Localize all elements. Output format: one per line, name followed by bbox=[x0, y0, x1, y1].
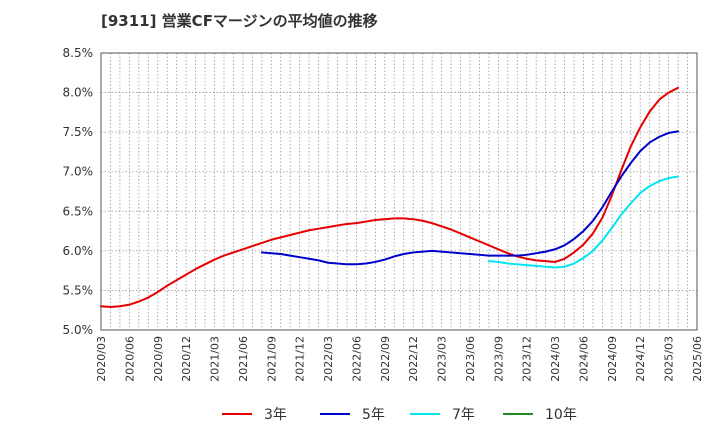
plot-border bbox=[100, 52, 698, 331]
series-line-7年 bbox=[487, 175, 680, 269]
x-tick-label: 2024/06 bbox=[577, 336, 590, 382]
x-tick-label: 2023/03 bbox=[436, 336, 449, 382]
series-line-3年 bbox=[100, 86, 680, 309]
legend-label: 7年 bbox=[452, 407, 475, 423]
x-tick-label: 2022/03 bbox=[322, 336, 335, 382]
legend-label: 5年 bbox=[362, 407, 385, 423]
x-tick-label: 2024/09 bbox=[606, 336, 619, 382]
y-tick-label: 8.0% bbox=[63, 86, 94, 100]
x-tick-label: 2025/06 bbox=[691, 336, 704, 382]
x-tick-label: 2023/09 bbox=[492, 336, 505, 382]
x-tick-label: 2022/06 bbox=[350, 336, 363, 382]
plot-area bbox=[101, 53, 697, 330]
y-tick-label: 7.5% bbox=[63, 125, 94, 139]
x-tick-label: 2021/12 bbox=[294, 336, 307, 382]
y-tick-label: 6.0% bbox=[63, 244, 94, 258]
x-tick-label: 2024/03 bbox=[549, 336, 562, 382]
x-tick-label: 2020/03 bbox=[95, 336, 108, 382]
x-tick-label: 2021/09 bbox=[265, 336, 278, 382]
y-tick-label: 5.5% bbox=[63, 283, 94, 297]
legend-label: 10年 bbox=[545, 407, 577, 423]
legend-label: 3年 bbox=[264, 407, 287, 423]
y-tick-label: 7.0% bbox=[63, 165, 94, 179]
x-tick-label: 2025/03 bbox=[663, 336, 676, 382]
x-tick-label: 2021/03 bbox=[209, 336, 222, 382]
x-tick-label: 2024/12 bbox=[634, 336, 647, 382]
x-tick-label: 2020/06 bbox=[123, 336, 136, 382]
y-tick-label: 5.0% bbox=[63, 323, 94, 337]
chart-title: [9311] 営業CFマージンの平均値の推移 bbox=[101, 12, 378, 30]
series-line-5年 bbox=[260, 130, 680, 266]
x-tick-label: 2023/06 bbox=[464, 336, 477, 382]
y-tick-label: 8.5% bbox=[63, 46, 94, 60]
x-tick-label: 2020/09 bbox=[152, 336, 165, 382]
x-tick-label: 2022/12 bbox=[407, 336, 420, 382]
x-tick-label: 2023/12 bbox=[521, 336, 534, 382]
x-tick-label: 2022/09 bbox=[379, 336, 392, 382]
x-tick-label: 2020/12 bbox=[180, 336, 193, 382]
y-tick-label: 6.5% bbox=[63, 204, 94, 218]
x-tick-label: 2021/06 bbox=[237, 336, 250, 382]
